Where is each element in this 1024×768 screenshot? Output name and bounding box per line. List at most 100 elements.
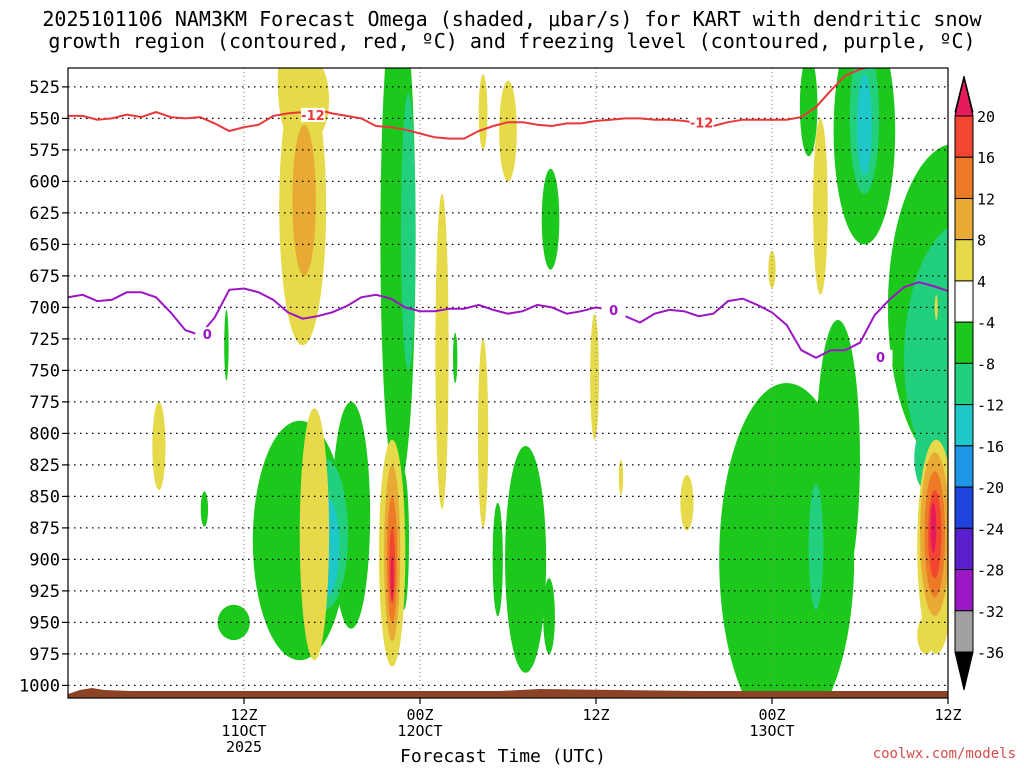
freezing-level-label-3-bg <box>868 349 893 364</box>
omega-cell-34 <box>299 408 330 661</box>
omega-cell-22 <box>857 74 872 176</box>
x-tick-label-1-0: 00Z <box>406 706 433 724</box>
colorbar-band-1 <box>954 156 974 199</box>
grid-lines <box>68 68 949 698</box>
colorbar-label-7: -12 <box>977 397 1004 415</box>
colorbar-bottom-arrow <box>954 651 974 691</box>
omega-cell-7 <box>400 93 416 371</box>
chart-title-line-1: 2025101106 NAM3KM Forecast Omega (shaded… <box>42 7 982 31</box>
colorbar-label-10: -24 <box>977 520 1004 538</box>
omega-cell-1 <box>224 309 229 381</box>
y-tick-label-4: 625 <box>29 204 60 224</box>
omega-cell-63 <box>917 616 935 654</box>
colorbar-band-5 <box>954 321 974 364</box>
freezing-level-label-2-bg <box>601 303 626 318</box>
y-tick-label-9: 750 <box>29 361 60 381</box>
y-tick-label-6: 675 <box>29 267 60 287</box>
freezing-level-label-1: 0 <box>203 328 212 343</box>
omega-cell-24 <box>904 227 948 489</box>
x-tick-label-0-0: 12Z <box>230 706 257 724</box>
colorbar-label-12: -32 <box>977 603 1004 621</box>
y-tick-label-10: 775 <box>29 393 60 413</box>
colorbar-band-4 <box>954 280 974 323</box>
omega-cell-47 <box>499 80 517 182</box>
temperature-contours: -12 -12 0 0 0 <box>68 68 948 366</box>
colorbar-band-3 <box>954 239 974 282</box>
credit-link[interactable]: coolwx.com/models <box>872 746 1016 762</box>
colorbar-label-2: 12 <box>977 190 995 208</box>
omega-cell-2 <box>217 604 250 641</box>
omega-cell-13 <box>543 578 555 654</box>
y-tick-label-3: 600 <box>29 172 60 192</box>
omega-cell-36 <box>277 68 305 138</box>
freezing-level-label-2: 0 <box>609 304 618 319</box>
colorbar-label-0: 20 <box>977 108 995 126</box>
omega-cell-11 <box>505 446 547 673</box>
omega-cell-51 <box>768 250 776 289</box>
omega-cell-27 <box>1005 55 1024 408</box>
y-tick-label-0: 525 <box>29 78 60 98</box>
y-tick-label-2: 575 <box>29 141 60 161</box>
freezing-level-line <box>68 281 948 359</box>
omega-cell-52 <box>813 118 828 295</box>
colorbar-band-9 <box>954 486 974 529</box>
x-tick-label-3-0: 00Z <box>758 706 785 724</box>
dgz-contour-label-1-bg <box>300 107 325 122</box>
colorbar-band-12 <box>954 610 974 653</box>
freezing-level-label-1-bg <box>195 327 220 342</box>
y-tick-label-19: 1000 <box>19 676 60 696</box>
y-tick-label-13: 850 <box>29 487 60 507</box>
omega-cell-50 <box>680 474 694 531</box>
omega-cell-10 <box>453 332 458 383</box>
omega-cell-17 <box>808 483 824 610</box>
colorbar-top-arrow-fill <box>954 77 974 117</box>
colorbar-label-8: -16 <box>977 438 1004 456</box>
colorbar-band-6 <box>954 362 974 406</box>
terrain-fill <box>68 688 948 698</box>
dgz-contour-label-1: -12 <box>301 109 325 124</box>
colorbar-label-5: -4 <box>977 314 995 332</box>
colorbar-label-11: -28 <box>977 562 1004 580</box>
omega-cell-46 <box>478 74 488 150</box>
colorbar-band-8 <box>954 445 974 488</box>
y-tick-label-18: 975 <box>29 645 60 665</box>
omega-cell-33 <box>152 401 166 491</box>
plot-border <box>67 67 949 699</box>
x-tick-label-2-0: 12Z <box>582 706 609 724</box>
x-axis-label: Forecast Time (UTC) <box>400 746 606 767</box>
omega-cell-28 <box>1008 156 1024 458</box>
omega-cell-53 <box>934 294 938 320</box>
y-tick-label-7: 700 <box>29 298 60 318</box>
colorbar-label-6: -8 <box>977 355 995 373</box>
freezing-level-label-3: 0 <box>876 351 885 366</box>
y-tick-label-16: 925 <box>29 582 60 602</box>
colorbar-label-1: 16 <box>977 149 995 167</box>
y-tick-label-17: 950 <box>29 613 60 633</box>
colorbar: 20 16 12 8 4 -4 -8 -12 -16 -20 -24 -28 -32 -36 <box>954 75 1004 691</box>
colorbar-label-9: -20 <box>977 479 1004 497</box>
omega-cell-29 <box>1006 373 1019 444</box>
omega-cell-38 <box>292 124 316 276</box>
dgz-contour-line <box>68 68 870 140</box>
omega-cell-19 <box>799 68 818 157</box>
y-tick-label-14: 875 <box>29 519 60 539</box>
omega-cell-30 <box>1010 391 1017 426</box>
omega-cell-44 <box>435 194 449 509</box>
omega-cell-43 <box>390 555 394 601</box>
colorbar-band-11 <box>954 569 974 612</box>
omega-cell-12 <box>492 502 503 617</box>
y-tick-label-1: 550 <box>29 109 60 129</box>
y-axis: 525 550 575 600 625 650 675 700 725 750 775 800 825 8… <box>19 78 68 696</box>
colorbar-band-10 <box>954 527 974 571</box>
dgz-contour-label-2: -12 <box>690 116 714 131</box>
x-tick-label-0-1: 11OCT <box>221 722 266 740</box>
x-tick-label-3-1: 13OCT <box>749 722 794 740</box>
ground-terrain <box>68 688 948 698</box>
colorbar-band-2 <box>954 197 974 241</box>
omega-cell-0 <box>200 491 209 527</box>
colorbar-band-7 <box>954 404 974 447</box>
dgz-contour-label-2-bg <box>689 115 714 130</box>
omega-shading <box>152 55 1024 698</box>
omega-cell-49 <box>618 459 624 496</box>
